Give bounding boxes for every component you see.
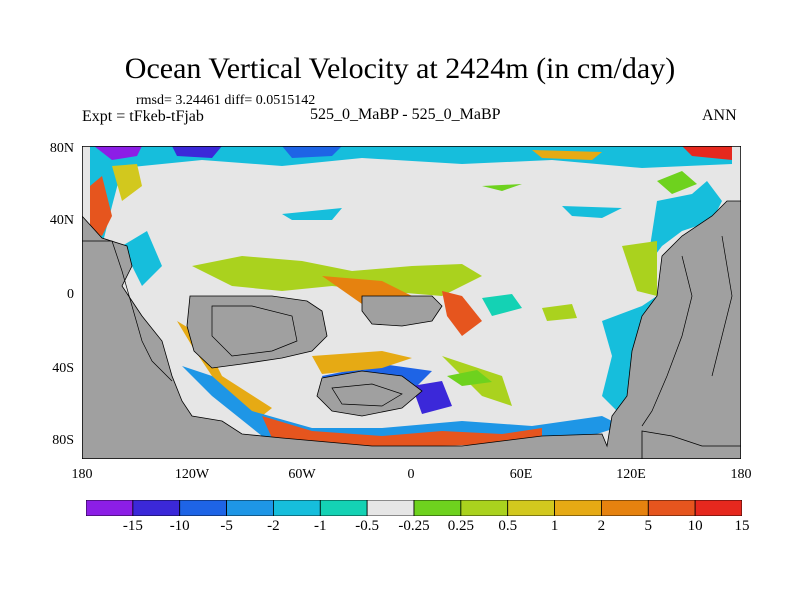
lat-tick-label: 80S (52, 433, 74, 448)
colorbar-tick-label: 0.5 (498, 518, 518, 534)
colorbar-tick-label: 5 (644, 518, 653, 534)
colorbar-tick-label: -1 (314, 518, 327, 534)
colorbar-box (366, 500, 415, 516)
lon-tick-label: 180 (71, 467, 93, 482)
lat-tick-label: 80N (49, 141, 74, 156)
cases-label: 525_0_MaBP - 525_0_MaBP (310, 106, 501, 123)
colorbar-box (554, 500, 602, 516)
land-masses (82, 200, 741, 459)
figure-title: Ocean Vertical Velocity at 2424m (in cm/… (124, 52, 676, 85)
lon-tick-label: 180 (730, 467, 752, 482)
colorbar-box (179, 500, 227, 516)
season-label: ANN (702, 107, 737, 124)
colorbar-box (647, 500, 696, 516)
colorbar-box (86, 500, 134, 516)
colorbar-tick-label: 0.25 (447, 518, 475, 534)
velocity-map (82, 146, 741, 459)
experiment-label: Expt = tFkeb-tFjab (82, 108, 204, 125)
colorbar-tick-label: -0.25 (398, 518, 430, 534)
lat-tick-label: 0 (67, 287, 74, 302)
colorbar-box (460, 500, 509, 516)
colorbar-box (319, 500, 368, 516)
coastlines (82, 235, 733, 427)
lon-tick-label: 0 (407, 467, 415, 482)
colorbar-tick-label: -2 (267, 518, 280, 534)
colorbar-tick-label: -15 (122, 518, 143, 534)
lon-tick-label: 60W (288, 467, 316, 482)
lon-tick-label: 60E (509, 467, 533, 482)
colorbar-box (507, 500, 555, 516)
colorbar-tick-label: 2 (597, 518, 606, 534)
stats-label: rmsd= 3.24461 diff= 0.0515142 (136, 93, 316, 108)
colorbar-box (601, 500, 649, 516)
colorbar-tick-label: 10 (687, 518, 703, 534)
lon-tick-label: 120W (174, 467, 210, 482)
colorbar-box (273, 500, 321, 516)
colorbar-tick-label: -5 (220, 518, 233, 534)
colorbar-box (132, 500, 181, 516)
lon-tick-label: 120E (616, 467, 646, 482)
colorbar-tick-label: -10 (169, 518, 190, 534)
colorbar-tick-label: -0.5 (355, 518, 379, 534)
lat-tick-label: 40S (52, 361, 74, 376)
colorbar-tick-label: 1 (550, 518, 559, 534)
colorbar-box (226, 500, 274, 516)
colorbar (86, 500, 742, 516)
colorbar-box (413, 500, 462, 516)
lat-tick-label: 40N (49, 213, 74, 228)
colorbar-box (694, 500, 742, 516)
colorbar-tick-label: 15 (734, 518, 750, 534)
